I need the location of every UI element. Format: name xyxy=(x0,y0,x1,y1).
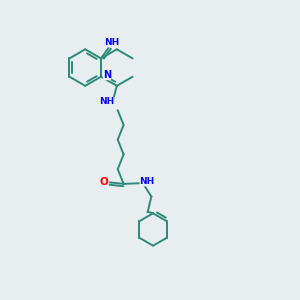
Text: NH: NH xyxy=(104,38,119,47)
Text: N: N xyxy=(103,70,111,80)
Text: NH: NH xyxy=(140,177,155,186)
Text: S: S xyxy=(109,38,117,47)
Text: NH: NH xyxy=(99,97,115,106)
Text: O: O xyxy=(100,176,109,187)
